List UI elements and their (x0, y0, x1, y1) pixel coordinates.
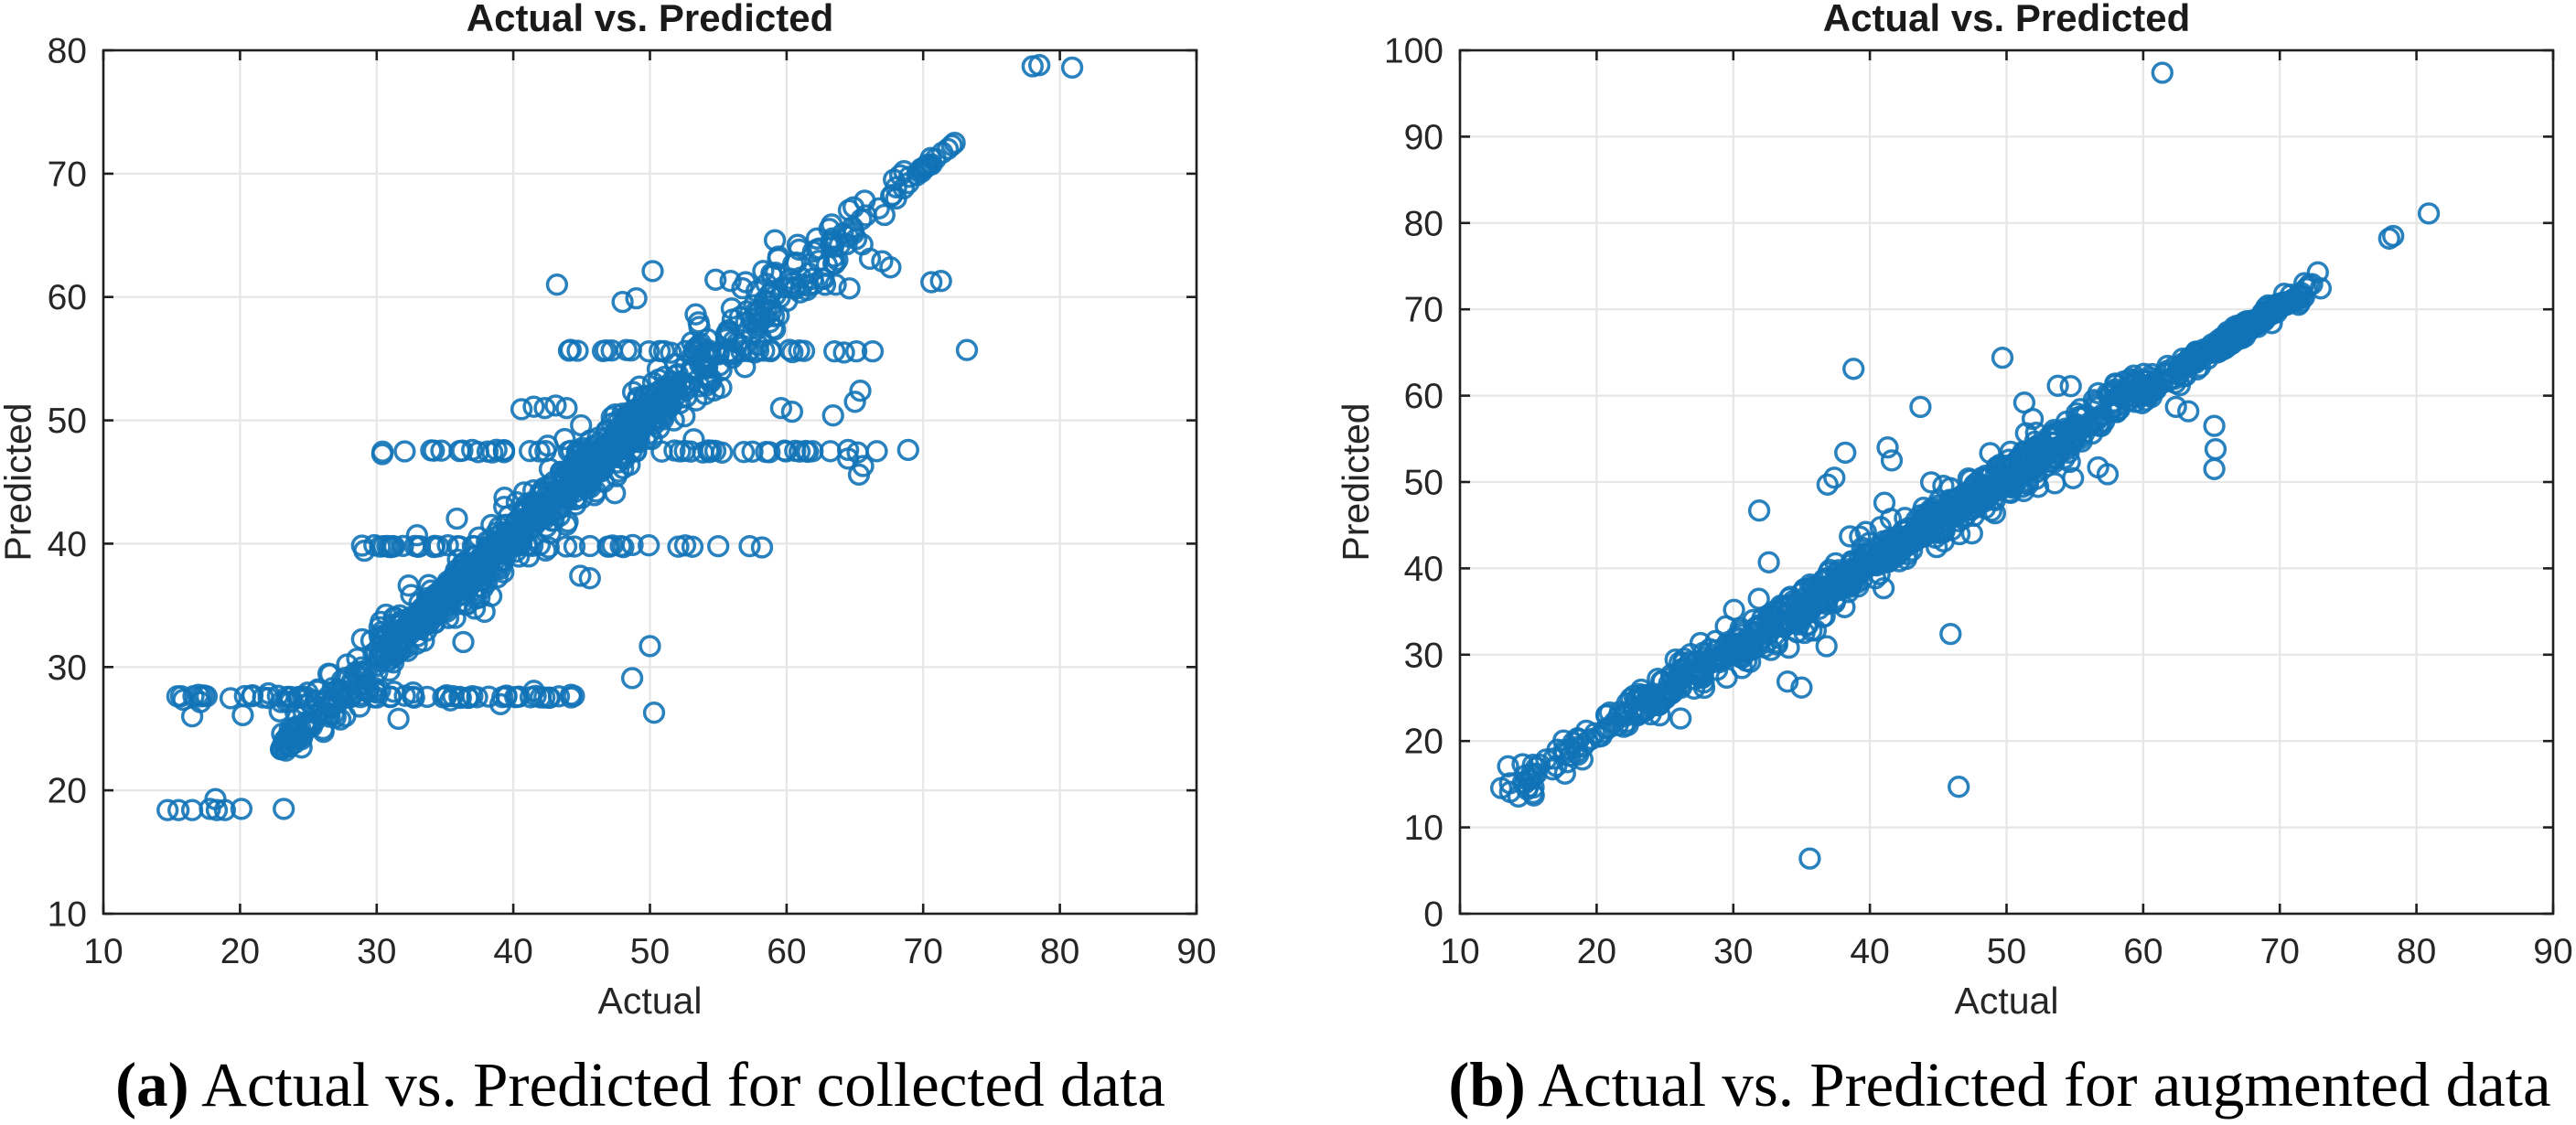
svg-text:80: 80 (1404, 204, 1444, 243)
svg-text:90: 90 (2533, 932, 2572, 971)
svg-text:60: 60 (48, 278, 87, 317)
svg-text:Actual: Actual (598, 980, 703, 1022)
svg-text:30: 30 (1404, 636, 1444, 675)
svg-text:20: 20 (220, 932, 260, 971)
svg-text:10: 10 (83, 932, 123, 971)
svg-text:70: 70 (904, 932, 943, 971)
svg-text:20: 20 (48, 772, 87, 811)
svg-text:40: 40 (1850, 932, 1889, 971)
svg-text:60: 60 (2123, 932, 2163, 971)
svg-text:80: 80 (48, 32, 87, 71)
svg-text:0: 0 (1423, 895, 1444, 935)
svg-text:Predicted: Predicted (1335, 402, 1377, 561)
svg-text:80: 80 (1040, 932, 1079, 971)
svg-text:10: 10 (1404, 809, 1444, 848)
svg-text:60: 60 (1404, 377, 1444, 416)
svg-text:Actual vs. Predicted: Actual vs. Predicted (467, 0, 833, 39)
svg-text:90: 90 (1176, 932, 1216, 971)
svg-text:30: 30 (48, 648, 87, 688)
svg-text:40: 40 (48, 525, 87, 564)
svg-text:Actual vs. Predicted: Actual vs. Predicted (1823, 0, 2190, 39)
svg-text:40: 40 (1404, 550, 1444, 589)
svg-text:20: 20 (1404, 723, 1444, 762)
svg-text:40: 40 (493, 932, 532, 971)
svg-text:60: 60 (767, 932, 806, 971)
svg-text:Actual: Actual (1955, 980, 2059, 1022)
svg-text:50: 50 (1404, 464, 1444, 503)
svg-text:30: 30 (357, 932, 396, 971)
svg-text:50: 50 (630, 932, 670, 971)
svg-text:80: 80 (2397, 932, 2436, 971)
svg-text:50: 50 (48, 402, 87, 441)
svg-text:70: 70 (1404, 291, 1444, 330)
svg-text:50: 50 (1987, 932, 2026, 971)
svg-text:70: 70 (48, 155, 87, 194)
svg-text:30: 30 (1713, 932, 1753, 971)
svg-text:90: 90 (1404, 118, 1444, 157)
svg-text:100: 100 (1384, 32, 1444, 71)
svg-text:10: 10 (1440, 932, 1479, 971)
svg-text:20: 20 (1577, 932, 1616, 971)
svg-text:Predicted: Predicted (0, 402, 39, 561)
svg-text:70: 70 (2260, 932, 2300, 971)
svg-text:10: 10 (48, 895, 87, 935)
